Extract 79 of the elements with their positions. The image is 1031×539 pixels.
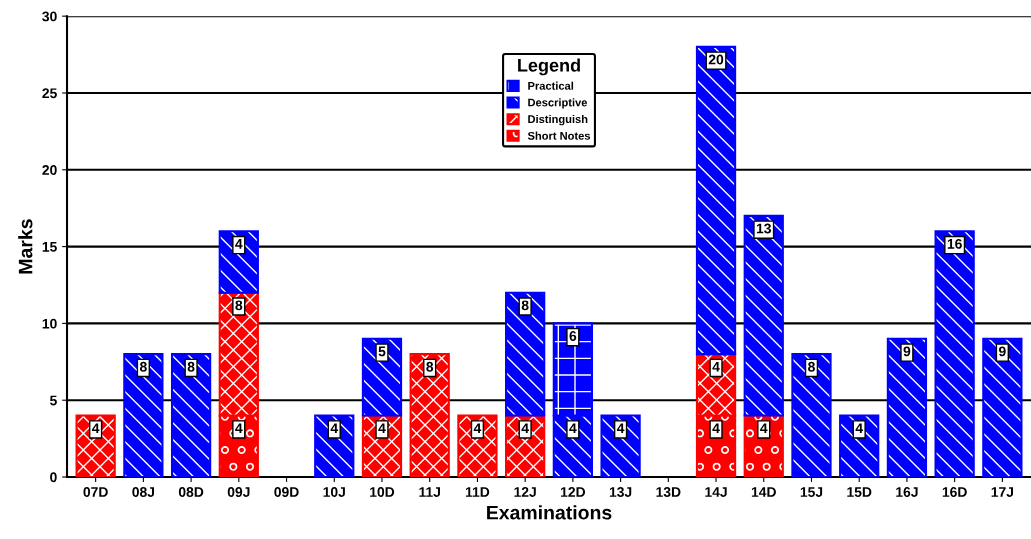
bar [743, 414, 784, 478]
y-tick-label: 20 [42, 165, 57, 175]
legend-label: Descriptive [528, 98, 588, 109]
x-tick-label: 16J [896, 487, 918, 497]
bar [982, 337, 1023, 478]
x-tick-label: 14D [751, 487, 776, 497]
y-tick-label: 10 [42, 318, 57, 329]
data-label: 4 [330, 423, 339, 433]
x-tick-label: 15D [847, 487, 872, 497]
x-tick-label: 11D [465, 487, 490, 497]
y-tick-label: 0 [50, 472, 57, 483]
data-label: 8 [521, 300, 529, 311]
y-tick-label: 15 [42, 242, 57, 252]
data-label: 4 [616, 423, 625, 433]
data-label: 4 [521, 423, 529, 433]
bar [505, 414, 546, 478]
bar [361, 337, 403, 417]
x-axis-title: Examinations [487, 505, 612, 520]
data-label: 13 [756, 223, 771, 234]
x-tick-label: 12J [514, 487, 536, 497]
data-label: 8 [808, 361, 815, 372]
x-tick-label: 09D [274, 487, 299, 497]
x-tick-label: 10D [370, 487, 395, 497]
y-axis-title: Marks [18, 219, 33, 274]
data-label: 6 [569, 331, 577, 341]
x-tick-label: 16D [942, 487, 967, 497]
data-label: 9 [998, 346, 1006, 357]
legend-label: Short Notes [527, 131, 591, 140]
data-label: 4 [235, 239, 243, 249]
x-tick-label: 07D [83, 487, 108, 497]
data-label: 4 [712, 361, 720, 372]
x-tick-label: 11J [419, 487, 440, 497]
data-label: 4 [92, 423, 100, 433]
x-tick-label: 15J [800, 487, 823, 497]
x-tick-label: 09J [227, 487, 250, 497]
bar [123, 353, 164, 478]
legend-label: Practical [528, 81, 574, 90]
bar [934, 230, 975, 478]
bar [218, 230, 259, 294]
x-tick-label: 13J [609, 487, 632, 497]
data-label: 4 [378, 423, 386, 433]
x-tick-label: 17J [991, 487, 1014, 497]
x-tick-label: 08J [132, 487, 155, 497]
bar [75, 414, 116, 478]
bar [505, 291, 546, 417]
data-label: 9 [903, 346, 911, 357]
bar [457, 414, 498, 478]
data-label: 8 [426, 361, 434, 372]
data-label: 4 [712, 423, 720, 433]
bar [409, 353, 450, 478]
x-tick-label: 08D [178, 487, 204, 497]
bar [695, 45, 737, 356]
data-label: 16 [947, 238, 962, 249]
legend-label: Distinguish [528, 114, 588, 126]
data-label: 4 [473, 423, 482, 433]
legend-title: Legend [518, 58, 580, 76]
data-label: 8 [187, 361, 195, 372]
y-tick-label: 25 [42, 88, 57, 99]
bar [839, 414, 880, 478]
data-label: 4 [569, 423, 577, 433]
x-tick-label: 14J [705, 487, 727, 497]
data-label: 8 [139, 361, 147, 372]
data-label: 8 [235, 300, 243, 311]
bar [170, 353, 212, 478]
bar [743, 214, 784, 417]
x-tick-label: 13D [656, 487, 681, 497]
bar [314, 414, 355, 478]
data-label: 4 [760, 423, 768, 433]
data-label: 5 [378, 346, 386, 357]
x-tick-label: 12D [561, 487, 586, 497]
data-label: 20 [708, 54, 724, 65]
y-tick-label: 30 [42, 11, 57, 22]
y-tick-label: 5 [50, 395, 57, 406]
data-label: 4 [855, 423, 863, 433]
x-tick-label: 10J [323, 487, 345, 497]
bar [600, 414, 641, 478]
bar [886, 337, 928, 478]
bar [791, 353, 832, 478]
data-label: 4 [235, 423, 243, 433]
